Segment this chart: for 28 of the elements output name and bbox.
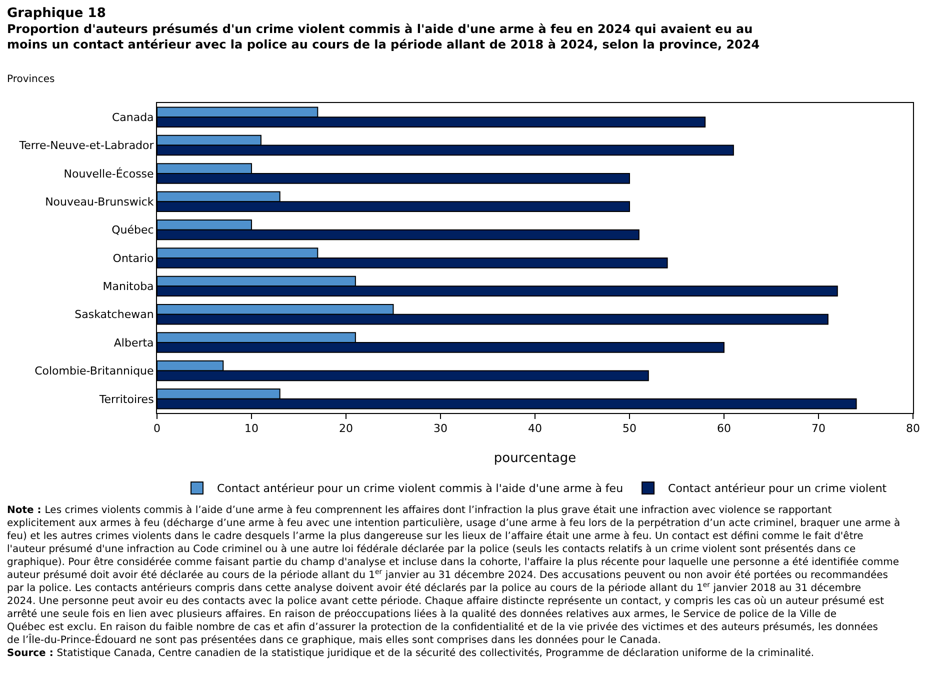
text: Note : Les crimes violents commis à l’aide d’une arme à feu comprennent les affaires dont l’infraction la plus grave était une infraction avec violence se rapportant explicitement aux armes à feu (décharge d’une arme à feu avec une intention particulière, usage d’une arme à feu lors de la perpétration d’un acte criminel, braquer une arme à feu) et les autres crimes violents dans le cadre desquels l’arme la plus dangereuse sur les lieux de l’affaire était une arme à feu. Un contact est défini comme le fait d'être l'auteur présumé d'une infraction au Code criminel ou à une autre loi fédérale déclarée par la police (seuls les contacts relatifs à un crime violent sont présentés dans ce graphique). Pour être considérée comme faisant partie du champ d'analyse et incluse dans la cohorte, l'affaire la plus récente pour laquelle une personne a été identifiée comme auteur présumé doit avoir été déclarée au cours de la période allant du 1$^{er}$ janvier au 31 décembre 2024. Des accusations peuvent ou non avoir été portées ou recommandées par la police. Les contacts antérieurs compris dans cette analyse doivent avoir été déclarés par la police au cours de la période allant du 1$^{er}$ janvier 2018 au 31 décembre 2024. Une personne peut avoir eu des contacts avec la police avant cette période. Chaque affaire distincte représente un contact, y compris les cas où un auteur présumé est arrêté une seule fois en lien avec plusieurs affaires. En raison de préoccupations liées à la qualité des données relatives aux armes, le Service de police de la Ville de Québec est exclu. En raison du faible nombre de cas et afin d’assurer la protection de la confidentialité et de la vie privée des victimes et des auteurs présumés, les données de l’Île-du-Prince-Édouard ne sont pas présentées dans ce graphique, mais elles sont comprises dans les données pour le Canada. [7, 505, 900, 646]
x-tick-label: 30 [434, 422, 448, 436]
y-tick-label: Nouvelle-Écosse [64, 166, 154, 180]
y-tick-label: Alberta [114, 336, 154, 350]
y-tick-label: Manitoba [102, 280, 154, 294]
y-tick-label: Canada [112, 110, 154, 124]
x-tick-label: 50 [622, 422, 636, 436]
chart-subtitle: Proportion d'auteurs présumés d'un crime violent commis à l'aide d'une arme à feu en 2024 qui avaient eu au moins un contact antérieur avec la police au cours de la période allant de 2018 à 2024, selon la province, 2024 [7, 22, 760, 52]
x-tick-label: 0 [154, 422, 160, 436]
legend-label: Contact antérieur pour un crime violent commis à l'aide d'une arme à feu [217, 482, 624, 496]
x-tick-label: 70 [812, 422, 826, 436]
y-tick-label: Québec [112, 224, 154, 237]
y-tick-label: Ontario [112, 252, 154, 265]
y-tick-label: Nouveau-Brunswick [45, 195, 154, 208]
x-tick-label: 20 [339, 422, 353, 436]
y-tick-label: Terre-Neuve-et-Labrador [18, 139, 154, 152]
x-tick-label: 10 [244, 422, 258, 436]
x-tick-label: 80 [906, 422, 920, 436]
legend-label: Contact antérieur pour un crime violent [668, 482, 888, 496]
y-tick-label: Colombie-Britannique [34, 364, 154, 378]
x-axis-title: pourcentage [494, 450, 576, 466]
y-tick-label: Territoires [98, 392, 154, 406]
y-axis-title: Provinces [7, 74, 55, 85]
x-tick-label: 40 [528, 422, 542, 436]
chart-title: Graphique 18 [7, 6, 106, 21]
y-tick-label: Saskatchewan [74, 308, 154, 322]
x-tick-label: 60 [717, 422, 731, 436]
source-note: Source : Statistique Canada, Centre canadien de la statistique juridique et de la sécurité des collectivités, Programme de déclaration uniforme de la criminalité. [7, 648, 814, 659]
